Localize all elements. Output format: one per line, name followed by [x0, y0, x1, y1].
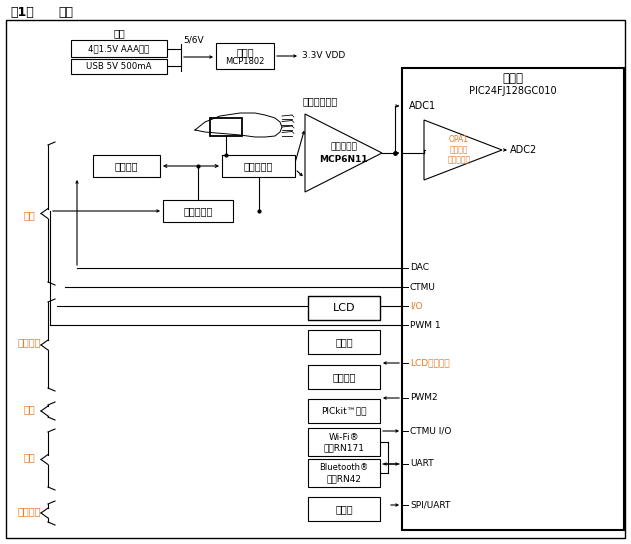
Bar — [163, 200, 233, 222]
Bar — [222, 155, 295, 177]
Text: 图1：: 图1： — [10, 7, 33, 20]
Text: ADC1: ADC1 — [409, 101, 436, 111]
Bar — [71, 40, 167, 57]
Text: 用户界面: 用户界面 — [17, 337, 41, 347]
Text: I/O: I/O — [410, 301, 423, 311]
Text: 压力传感器: 压力传感器 — [244, 161, 273, 171]
Text: LCD: LCD — [333, 303, 355, 313]
Text: OPA1: OPA1 — [449, 135, 469, 145]
Bar — [308, 365, 380, 389]
Text: LCD驱动程序: LCD驱动程序 — [410, 358, 450, 368]
Bar — [308, 428, 380, 456]
Bar — [93, 155, 160, 177]
Text: 蜂鸣器: 蜂鸣器 — [335, 337, 353, 347]
Bar — [402, 68, 624, 530]
Text: Wi-Fi®: Wi-Fi® — [329, 432, 359, 442]
Text: DAC: DAC — [410, 263, 429, 273]
Bar — [71, 59, 167, 74]
Text: 模块RN42: 模块RN42 — [326, 474, 362, 484]
Polygon shape — [195, 113, 282, 137]
Text: 4节1.5V AAA电池: 4节1.5V AAA电池 — [88, 44, 150, 53]
Text: PWM2: PWM2 — [410, 393, 438, 403]
Text: SPI/UART: SPI/UART — [410, 500, 451, 510]
Text: 5/6V: 5/6V — [183, 35, 204, 45]
Text: PIC24FJ128GC010: PIC24FJ128GC010 — [469, 86, 557, 96]
Bar — [308, 330, 380, 354]
Text: 模拟信号调理: 模拟信号调理 — [302, 96, 338, 106]
Bar — [308, 399, 380, 423]
Polygon shape — [305, 114, 382, 192]
Bar — [308, 459, 380, 487]
Text: PWM 1: PWM 1 — [410, 320, 440, 330]
Text: 单片机: 单片机 — [502, 72, 524, 85]
Text: 触摸焊盘: 触摸焊盘 — [333, 372, 356, 382]
Text: 仪表放大器: 仪表放大器 — [330, 143, 357, 151]
Text: 内部运放: 内部运放 — [450, 145, 468, 154]
Text: UART: UART — [410, 460, 433, 468]
Text: USB 5V 500mA: USB 5V 500mA — [86, 62, 151, 71]
Bar — [308, 497, 380, 521]
Text: CTMU: CTMU — [410, 282, 436, 292]
Text: 模块RN171: 模块RN171 — [324, 443, 365, 453]
Text: 电源: 电源 — [113, 28, 125, 38]
Text: 测量: 测量 — [23, 210, 35, 220]
Text: PICkit™串行: PICkit™串行 — [321, 406, 367, 416]
Text: 调试: 调试 — [23, 404, 35, 414]
Bar — [216, 43, 274, 69]
Text: 3.3V VDD: 3.3V VDD — [302, 52, 345, 60]
Text: 通信: 通信 — [23, 452, 35, 462]
Text: 电磁阀控制: 电磁阀控制 — [184, 206, 213, 216]
Polygon shape — [424, 120, 502, 180]
Text: ADC2: ADC2 — [510, 145, 537, 155]
Bar — [308, 296, 380, 320]
Text: 数据记录: 数据记录 — [17, 506, 41, 516]
Text: CTMU I/O: CTMU I/O — [410, 426, 451, 436]
Text: MCP6N11: MCP6N11 — [319, 154, 368, 164]
Text: 高通滤波器: 高通滤波器 — [447, 156, 471, 164]
Text: 稳压器: 稳压器 — [236, 47, 254, 57]
Text: 气泵控制: 气泵控制 — [115, 161, 138, 171]
Text: MCP1802: MCP1802 — [225, 57, 264, 65]
Bar — [210, 118, 242, 136]
Text: 计算机: 计算机 — [335, 504, 353, 514]
Text: Bluetooth®: Bluetooth® — [319, 463, 369, 473]
Text: 框图: 框图 — [58, 7, 73, 20]
